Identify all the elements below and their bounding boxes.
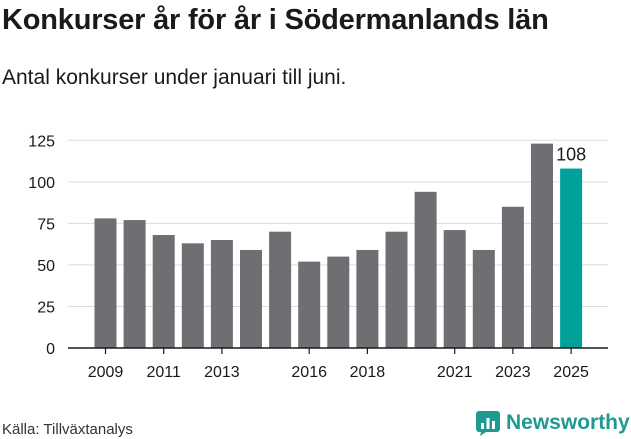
- bar-2024: [531, 143, 553, 348]
- chart-title: Konkurser år för år i Södermanlands län: [2, 4, 549, 36]
- x-tick-label: 2009: [88, 364, 124, 381]
- y-tick-label: 100: [28, 175, 55, 192]
- source-note: Källa: Tillväxtanalys: [2, 421, 133, 438]
- x-tick-label: 2021: [437, 364, 473, 381]
- bar-2016: [298, 261, 321, 348]
- x-tick-label: 2016: [291, 364, 327, 381]
- y-tick-label: 50: [37, 258, 55, 275]
- bar-2015: [269, 231, 292, 348]
- chart-subtitle: Antal konkurser under januari till juni.: [2, 66, 347, 89]
- bar-2011: [152, 235, 175, 348]
- bar-2010: [123, 220, 146, 348]
- bar-2019: [385, 231, 408, 348]
- bar-2022: [472, 249, 495, 348]
- y-tick-label: 125: [28, 133, 55, 150]
- bar-2023: [501, 206, 524, 348]
- bar-2020: [414, 191, 437, 348]
- bars: [94, 143, 583, 348]
- bar-2025: [560, 168, 583, 348]
- x-tick-label: 2018: [350, 364, 386, 381]
- brand-name: Newsworthy: [506, 411, 630, 434]
- x-tick-label: 2025: [553, 364, 589, 381]
- bar-chart: 0 25 50 75 100 125 2009 2011 2013 2016 2018 2021 202…: [28, 133, 608, 381]
- bar-2012: [181, 243, 204, 348]
- newsworthy-logo-icon: [476, 411, 500, 436]
- x-tick-label: 2023: [495, 364, 531, 381]
- data-labels: 108: [556, 145, 586, 165]
- bar-2014: [240, 249, 262, 348]
- bar-2018: [356, 249, 379, 348]
- bar-2009: [94, 218, 117, 348]
- bar-2017: [327, 256, 350, 348]
- bar-2013: [210, 240, 233, 348]
- axes: 0 25 50 75 100 125 2009 2011 2013 2016 2018 2021 202…: [28, 133, 608, 381]
- x-tick-label: 2013: [204, 364, 240, 381]
- y-tick-label: 75: [37, 216, 55, 233]
- brand: Newsworthy: [476, 409, 630, 437]
- y-tick-label: 25: [37, 299, 55, 316]
- y-tick-label: 0: [46, 341, 55, 358]
- bar-2021: [443, 230, 466, 348]
- data-label-2025: 108: [556, 145, 586, 165]
- x-tick-label: 2011: [146, 364, 181, 381]
